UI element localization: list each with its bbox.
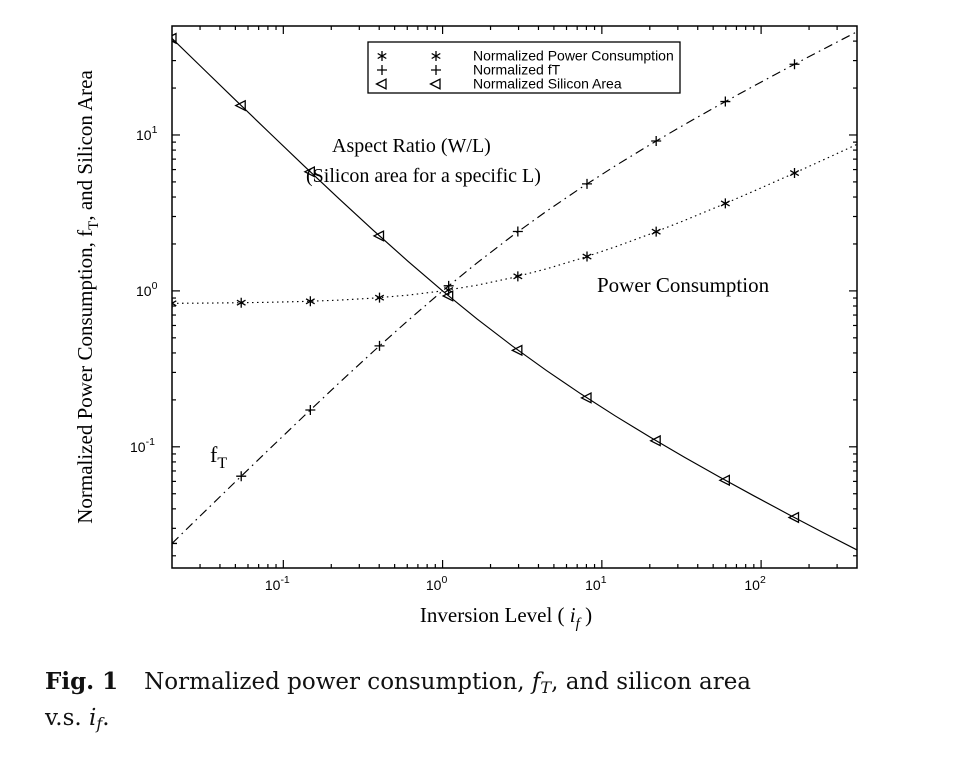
power-consumption-label: Power Consumption bbox=[597, 273, 770, 297]
series-line-1 bbox=[172, 31, 857, 544]
asterisk-marker bbox=[859, 136, 868, 146]
triangle-left-marker bbox=[172, 32, 177, 45]
series-triangle-left bbox=[172, 32, 857, 554]
caption-math-if: i bbox=[89, 704, 97, 731]
plus-marker bbox=[859, 23, 869, 33]
asterisk-marker bbox=[720, 198, 730, 209]
asterisk-marker bbox=[236, 297, 246, 308]
triangle-left-marker bbox=[303, 165, 315, 178]
asterisk-marker bbox=[377, 51, 387, 61]
plus-marker bbox=[172, 538, 177, 549]
triangle-left-marker bbox=[580, 392, 592, 404]
legend-label-1: Normalized fT bbox=[473, 62, 561, 78]
x-axis-label: Inversion Level ( if ) bbox=[420, 603, 592, 632]
triangle-left-marker bbox=[718, 474, 730, 487]
x-tick-label-10e2: 102 bbox=[744, 574, 766, 593]
chart-svg: 10-1 100 101 102 10-1 100 101 Normalized Power … bbox=[73, 23, 869, 632]
plus-marker bbox=[431, 65, 441, 75]
legend-label-2: Normalized Silicon Area bbox=[473, 76, 622, 92]
series-plus bbox=[172, 23, 869, 549]
ft-label: fT bbox=[210, 442, 227, 472]
x-tick-label-10e1: 101 bbox=[585, 574, 607, 593]
y-axis-label: Normalized Power Consumption, fT, and Si… bbox=[73, 70, 102, 524]
series-line-2 bbox=[172, 37, 857, 551]
asterisk-marker bbox=[305, 296, 315, 307]
x-tick-label-10e-1: 10-1 bbox=[265, 574, 290, 593]
plus-marker bbox=[377, 65, 387, 75]
legend-label-0: Normalized Power Consumption bbox=[473, 48, 674, 64]
asterisk-marker bbox=[172, 298, 177, 309]
y-tick-label-10e0: 100 bbox=[136, 280, 158, 299]
annotations: Aspect Ratio (W/L) (Silicon area for a sp… bbox=[210, 135, 770, 472]
aspect-ratio-label-line1: Aspect Ratio (W/L) bbox=[332, 135, 491, 157]
y-tick-label-10e1: 101 bbox=[136, 124, 158, 143]
plot-frame bbox=[171, 25, 858, 569]
caption-math-ft-sub: T bbox=[540, 678, 552, 697]
tick-labels: 10-1 100 101 102 10-1 100 101 bbox=[130, 124, 766, 593]
y-tick-label-10e-1: 10-1 bbox=[130, 436, 155, 455]
triangle-left-marker bbox=[510, 344, 523, 357]
plus-marker bbox=[305, 405, 316, 416]
caption-math-ft: f bbox=[531, 669, 541, 695]
axis-ticks bbox=[172, 26, 857, 568]
plus-marker bbox=[236, 471, 247, 482]
asterisk-marker bbox=[431, 51, 441, 61]
caption-text-1: Normalized power consumption, bbox=[144, 669, 532, 695]
series-line-0 bbox=[172, 143, 857, 304]
plus-marker bbox=[789, 59, 800, 70]
triangle-left-marker bbox=[375, 78, 387, 90]
legend-box bbox=[367, 41, 681, 94]
caption-fig-label: Fig. 1 bbox=[45, 668, 119, 695]
plot-series bbox=[172, 23, 869, 554]
caption-text-3: v.s. bbox=[45, 704, 90, 731]
asterisk-marker bbox=[789, 168, 800, 179]
asterisk-marker bbox=[513, 271, 523, 282]
series-asterisk bbox=[172, 136, 868, 309]
plus-marker bbox=[720, 96, 731, 107]
plus-marker bbox=[582, 178, 593, 189]
caption-text-4: . bbox=[102, 704, 110, 731]
x-tick-label-10e0: 100 bbox=[426, 574, 448, 593]
plus-marker bbox=[651, 136, 662, 147]
asterisk-marker bbox=[651, 226, 661, 237]
triangle-left-marker bbox=[372, 230, 385, 242]
plus-marker bbox=[512, 226, 523, 237]
figure-caption: Fig. 1 Normalized power consumption, fT, … bbox=[45, 664, 930, 736]
asterisk-marker bbox=[582, 251, 592, 262]
caption-math-if-sub: f bbox=[96, 713, 103, 733]
plus-marker bbox=[374, 340, 385, 351]
triangle-left-marker bbox=[856, 553, 857, 554]
triangle-left-marker bbox=[787, 511, 800, 524]
triangle-left-marker bbox=[429, 78, 441, 90]
caption-text-2: , and silicon area bbox=[551, 669, 752, 695]
triangle-left-marker bbox=[441, 290, 454, 302]
plus-marker bbox=[443, 280, 454, 291]
aspect-ratio-label-line2: (Silicon area for a specific L) bbox=[306, 165, 541, 187]
triangle-left-marker bbox=[234, 99, 246, 112]
triangle-left-marker bbox=[649, 434, 661, 447]
chart-area: 10-1 100 101 102 10-1 100 101 Normalized Power … bbox=[73, 23, 869, 632]
asterisk-marker bbox=[374, 292, 385, 303]
